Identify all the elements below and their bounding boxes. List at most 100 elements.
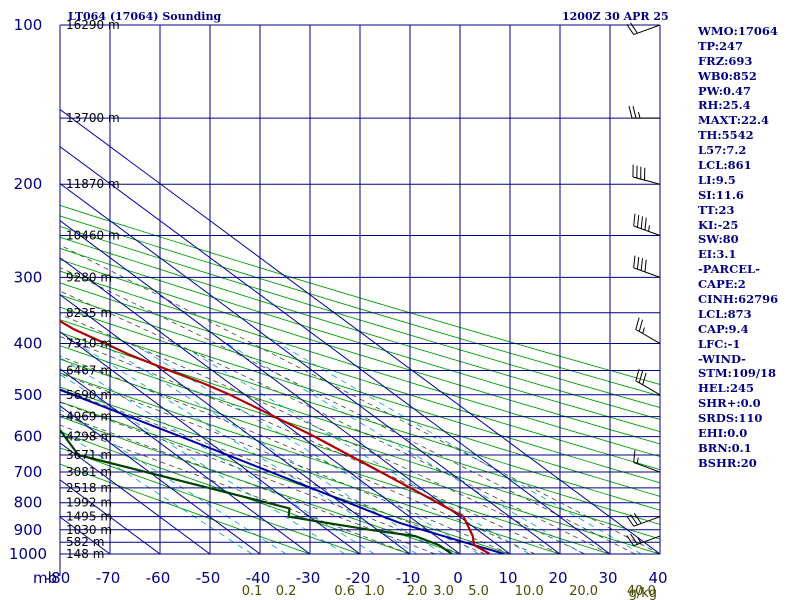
index-shr: SHR+:0.0 [698,396,761,411]
wind-barbs [626,22,661,547]
index-hel: HEL:245 [698,381,754,396]
temperature-tick-label: -30 [296,569,321,587]
wind-barb-flag [644,259,647,272]
isotherms [60,108,660,554]
dry-adiabat-line [60,236,660,420]
pressure-tick-label: 100 [14,16,43,34]
height-label: 3081 m [66,465,112,479]
pressure-tick-label: 500 [14,386,43,404]
index-ehi: EHI:0.0 [698,426,748,441]
wind-barb-flag [626,535,635,546]
dry-adiabat-line [60,294,660,484]
mixing-ratio-label: 0.2 [276,584,297,599]
mixing-ratio-label: 20.0 [569,584,598,599]
dry-adiabat-line [60,282,660,471]
wind-barb-flag [626,24,635,35]
temperature-tick-label: -60 [146,569,171,587]
wind-barb-flag [630,533,638,545]
wind-barb-flag [626,515,635,527]
wind-barb-flag [636,214,640,228]
index-stm: STM:109/18 [698,366,777,381]
isotherm-line [60,331,361,554]
height-label: 6467 m [66,364,112,378]
temperature-tick-label: 10 [498,569,517,587]
height-label: 7310 m [66,336,112,350]
index-lcl: LCL:861 [698,158,752,173]
isotherm-line [60,405,261,554]
dry-adiabat-line [60,247,660,433]
dry-adiabat-line [60,319,660,511]
dewpoint-profile-line [60,428,453,554]
index-brn: BRN:0.1 [698,440,752,455]
mixing-ratio-label: 10.0 [515,584,544,599]
index-tp: TP:247 [698,38,744,53]
wind-barb-staff [635,380,661,396]
mixing-ratio-label: 1.0 [364,584,385,599]
temperature-tick-label: 30 [598,569,617,587]
stability-indices-panel: WMO:17064 TP:247 FRZ:693 WB0:852 PW:0.47… [698,24,778,471]
mixing-ratio-label: 3.0 [433,584,454,599]
height-label: 2518 m [66,481,112,495]
index-wmo: WMO:17064 [698,24,778,38]
height-label: 148 m [66,547,104,561]
dry-adiabat-line [60,431,411,554]
wind-barb-staff [633,462,661,473]
isotherm-line [60,183,561,554]
index-si: SI:11.6 [698,187,744,202]
temperature-tick-label: -50 [196,569,221,587]
wind-section-heading: -WIND- [698,351,746,366]
mixing-ratio-label: 0.1 [242,584,263,599]
isotherm-line [60,257,461,554]
height-label: 13700 m [66,111,120,125]
temperature-tick-label: 40 [648,569,667,587]
wind-barb-half-flag [642,327,645,334]
dry-adiabat-line [60,204,660,385]
index-parcel-lcl: LCL:873 [698,306,752,321]
dry-adiabat-line [60,270,660,458]
wind-barb-staff [635,329,661,344]
wind-barb-flag [642,372,647,385]
wind-barb-flag [633,213,636,226]
wind-barb-flag [633,255,636,268]
pressure-tick-label: 900 [14,521,43,539]
dry-adiabat-line [60,332,660,525]
index-maxt: MAXT:22.4 [698,113,769,128]
height-label: 5690 m [66,388,112,402]
wind-barb-staff [633,24,661,36]
dry-adiabats [60,204,660,554]
wind-barb-flag [636,256,640,270]
station-title: LT064 (17064) Sounding [68,10,222,23]
index-srds: SRDS:110 [698,411,763,426]
wind-barb-flag [630,22,638,34]
isotherm-line [60,368,311,554]
index-frz: FRZ:693 [698,53,753,68]
height-label: 10460 m [66,229,120,243]
wind-barb-flag [635,317,640,330]
moist-adiabat-line [60,267,636,554]
index-li: LI:9.5 [698,172,736,187]
index-bshr: BSHR:20 [698,455,757,470]
temperature-tick-label: -10 [396,569,421,587]
wind-barb-flag [630,514,638,526]
height-label: 11870 m [66,177,120,191]
temperature-tick-label: 0 [453,569,463,587]
isotherm-line [60,108,660,554]
wind-barb-flag [640,258,643,271]
mixing-ratio-line [100,343,444,554]
index-cap: CAP:9.4 [698,321,749,336]
isotherm-line [60,442,211,554]
index-cinh: CINH:62796 [698,292,779,307]
height-label: 4969 m [66,410,112,424]
pressure-tick-label: 700 [14,463,43,481]
wind-barb-flag [644,217,647,231]
height-label: 8235 m [66,306,112,320]
mixing-ratio-label: 2.0 [407,584,428,599]
index-th: TH:5542 [698,128,754,143]
plot-frame [59,25,661,576]
temperature-tick-label: -70 [96,569,121,587]
pressure-tick-label: 300 [14,268,43,286]
wind-barb-flag [633,512,642,524]
index-sw: SW:80 [698,232,739,247]
